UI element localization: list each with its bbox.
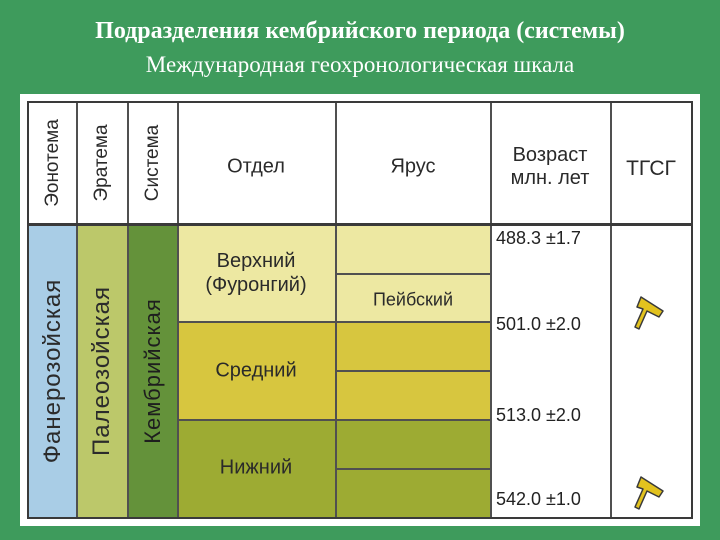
header-stage: Ярус	[390, 155, 436, 178]
stage-boundary	[335, 370, 491, 372]
grid-line	[177, 103, 179, 517]
grid-line	[76, 103, 78, 517]
series-upper: Верхний (Фуронгий)	[205, 249, 306, 297]
unit-system: Кембрийская	[140, 298, 165, 444]
header-eonothem: Эонотема	[42, 119, 63, 207]
header-age: Возраст млн. лет	[511, 144, 590, 190]
age-value: 542.0 ±1.0	[496, 489, 581, 509]
age-value: 513.0 ±2.0	[496, 405, 581, 425]
header-row	[29, 103, 691, 224]
header-erathem: Эратема	[91, 124, 112, 202]
grid-line	[335, 103, 337, 517]
grid-line	[490, 103, 492, 517]
series-lower: Нижний	[219, 456, 293, 479]
golden-spike-icon	[634, 476, 664, 510]
series-boundary	[177, 321, 491, 323]
stage-name: Пейбский	[372, 289, 454, 310]
stage-boundary	[335, 468, 491, 470]
stratigraphic-table: Эонотема Эратема Система Отдел Ярус Возр…	[27, 101, 693, 519]
header-series: Отдел	[227, 155, 285, 178]
unit-erathem: Палеозойская	[88, 286, 115, 456]
golden-spike-icon	[634, 296, 664, 330]
page-subtitle: Международная геохронологическая шкала	[145, 52, 575, 77]
series-upper-fill	[178, 224, 336, 322]
header-system: Система	[142, 124, 163, 202]
grid-line	[127, 103, 129, 517]
series-middle: Средний	[215, 359, 297, 382]
header-divider	[29, 223, 691, 226]
header-age-line1: Возраст	[512, 144, 588, 166]
page-title: Подразделения кембрийского периода (сист…	[95, 18, 625, 44]
series-boundary	[177, 419, 491, 421]
grid-line	[610, 103, 612, 517]
age-value: 501.0 ±2.0	[496, 314, 581, 334]
system-cell	[128, 224, 178, 517]
series-middle-fill	[178, 322, 336, 420]
series-upper-line1: Верхний	[216, 250, 296, 272]
age-column	[491, 224, 691, 517]
series-lower-fill	[178, 420, 336, 517]
stage-boundary	[335, 273, 491, 275]
series-upper-line2: (Фуронгий)	[205, 274, 307, 296]
header-gssp: ТГСГ	[626, 157, 676, 180]
header-age-line2: млн. лет	[510, 167, 590, 189]
erathem-cell	[77, 224, 128, 517]
age-value: 488.3 ±1.7	[496, 228, 581, 248]
eonothem-cell	[29, 224, 77, 517]
unit-eonothem: Фанерозойская	[39, 278, 66, 464]
